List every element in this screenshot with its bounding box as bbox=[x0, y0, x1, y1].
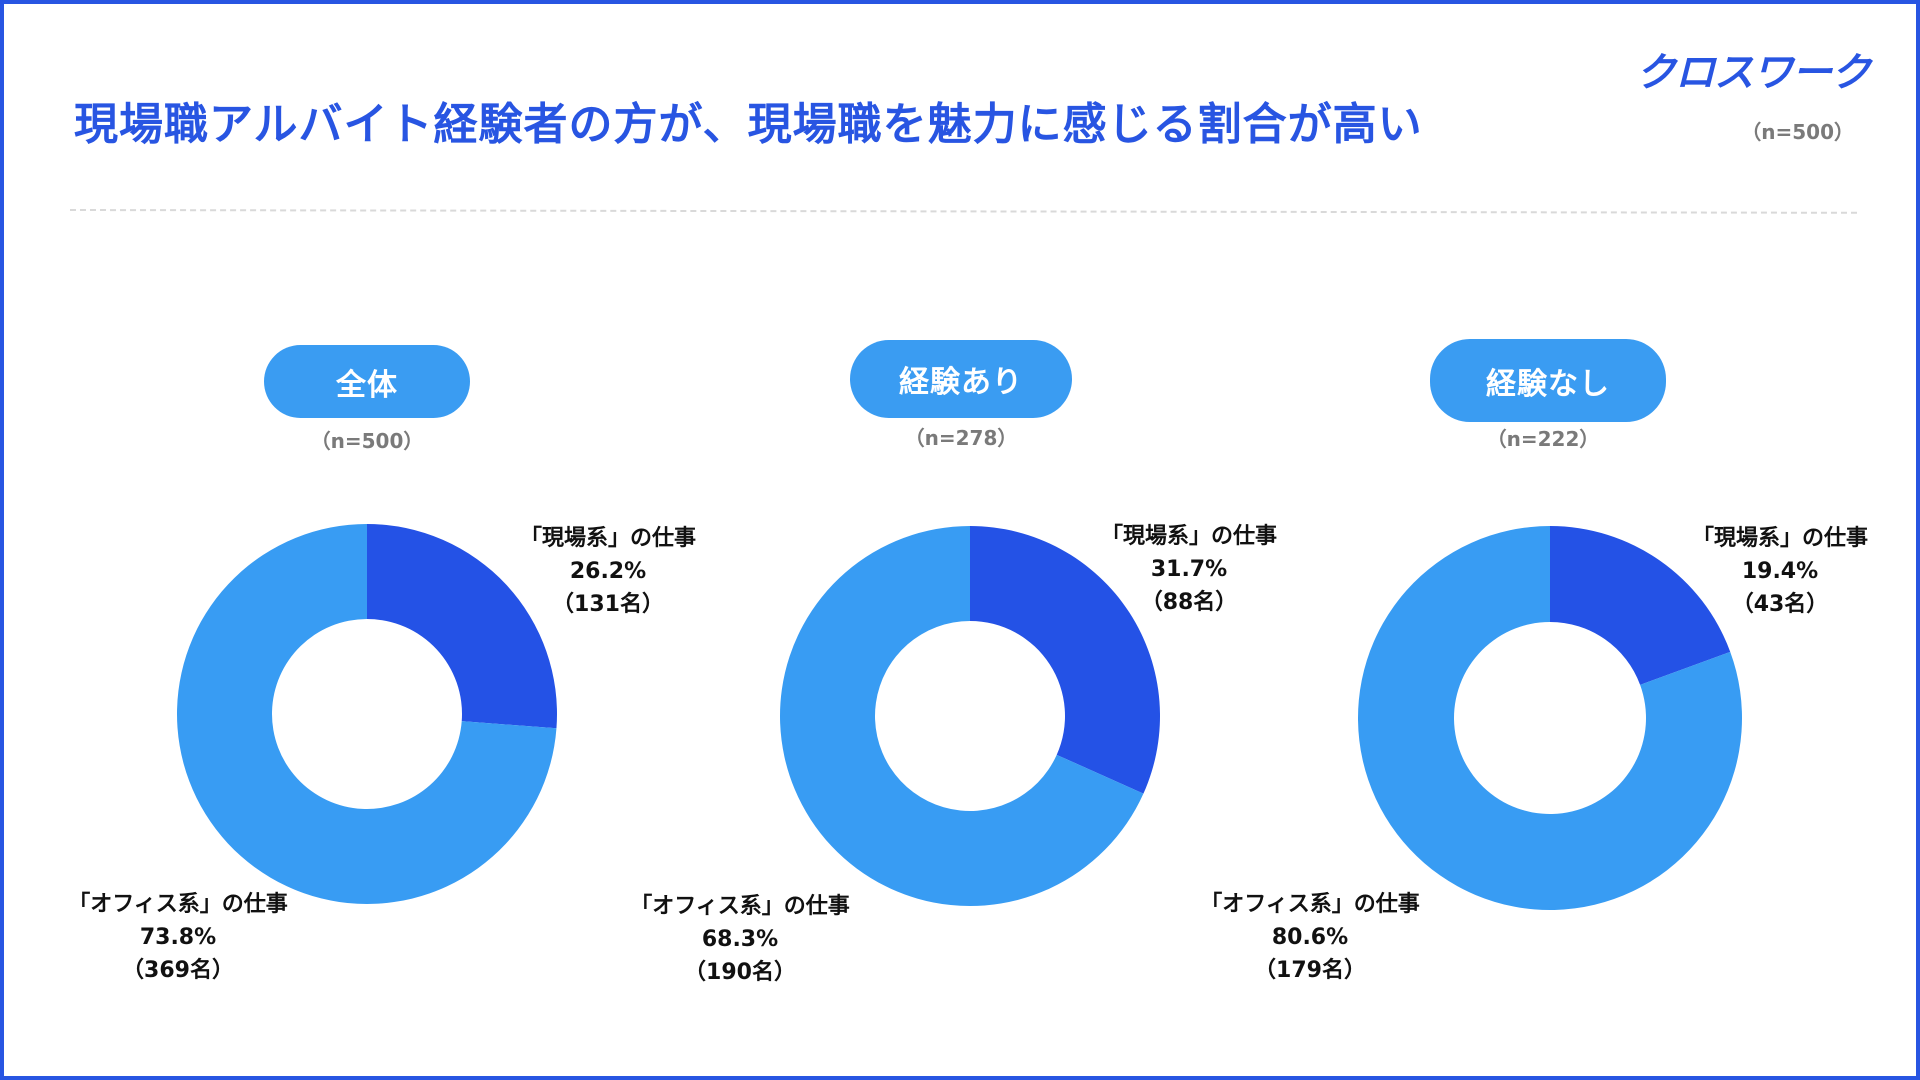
label-office-count: （179名） bbox=[1254, 958, 1366, 983]
label-genba-count: （43名） bbox=[1731, 592, 1829, 617]
chart-title-pill: 経験あり bbox=[850, 340, 1072, 418]
label-genba-name: 「現場系」の仕事 bbox=[519, 526, 696, 551]
chart-sample-size: （n=222） bbox=[1486, 427, 1600, 451]
label-genba-percent: 19.4% bbox=[1741, 559, 1819, 584]
label-genba: 「現場系」の仕事 31.7% （88名） bbox=[1093, 520, 1285, 619]
label-office-name: 「オフィス系」の仕事 bbox=[68, 892, 288, 917]
label-genba: 「現場系」の仕事 26.2% （131名） bbox=[512, 522, 704, 621]
label-office-count: （369名） bbox=[122, 958, 234, 983]
page-title: 現場職アルバイト経験者の方が、現場職を魅力に感じる割合が高い bbox=[74, 99, 1423, 150]
label-office-percent: 73.8% bbox=[139, 925, 217, 950]
label-office: 「オフィス系」の仕事 73.8% （369名） bbox=[60, 888, 296, 987]
slice-office bbox=[1358, 526, 1743, 911]
label-office: 「オフィス系」の仕事 68.3% （190名） bbox=[622, 890, 858, 989]
chart-title-pill: 全体 bbox=[264, 345, 470, 418]
label-office-name: 「オフィス系」の仕事 bbox=[630, 894, 850, 919]
slice-office bbox=[177, 524, 557, 904]
label-genba-count: （88名） bbox=[1140, 590, 1238, 615]
label-office-name: 「オフィス系」の仕事 bbox=[1200, 892, 1420, 917]
label-genba-count: （131名） bbox=[552, 592, 664, 617]
label-office-percent: 68.3% bbox=[701, 927, 779, 952]
chart-sample-size: （n=500） bbox=[310, 429, 424, 453]
label-genba-name: 「現場系」の仕事 bbox=[1691, 526, 1868, 551]
label-office: 「オフィス系」の仕事 80.6% （179名） bbox=[1192, 888, 1428, 987]
slice-genba bbox=[367, 524, 557, 729]
label-office-percent: 80.6% bbox=[1271, 925, 1349, 950]
slice-office bbox=[780, 526, 1144, 907]
chart-title-pill: 経験なし bbox=[1430, 339, 1666, 422]
slice-genba bbox=[970, 526, 1160, 794]
label-genba-percent: 31.7% bbox=[1150, 557, 1228, 582]
label-genba-name: 「現場系」の仕事 bbox=[1100, 524, 1277, 549]
slice-genba bbox=[1550, 526, 1731, 685]
label-genba-percent: 26.2% bbox=[569, 559, 647, 584]
label-office-count: （190名） bbox=[684, 960, 796, 985]
brand-logo: クロスワーク bbox=[1636, 50, 1871, 96]
overall-sample-size: （n=500） bbox=[1741, 120, 1854, 144]
chart-sample-size: （n=278） bbox=[904, 426, 1018, 450]
label-genba: 「現場系」の仕事 19.4% （43名） bbox=[1684, 522, 1876, 621]
